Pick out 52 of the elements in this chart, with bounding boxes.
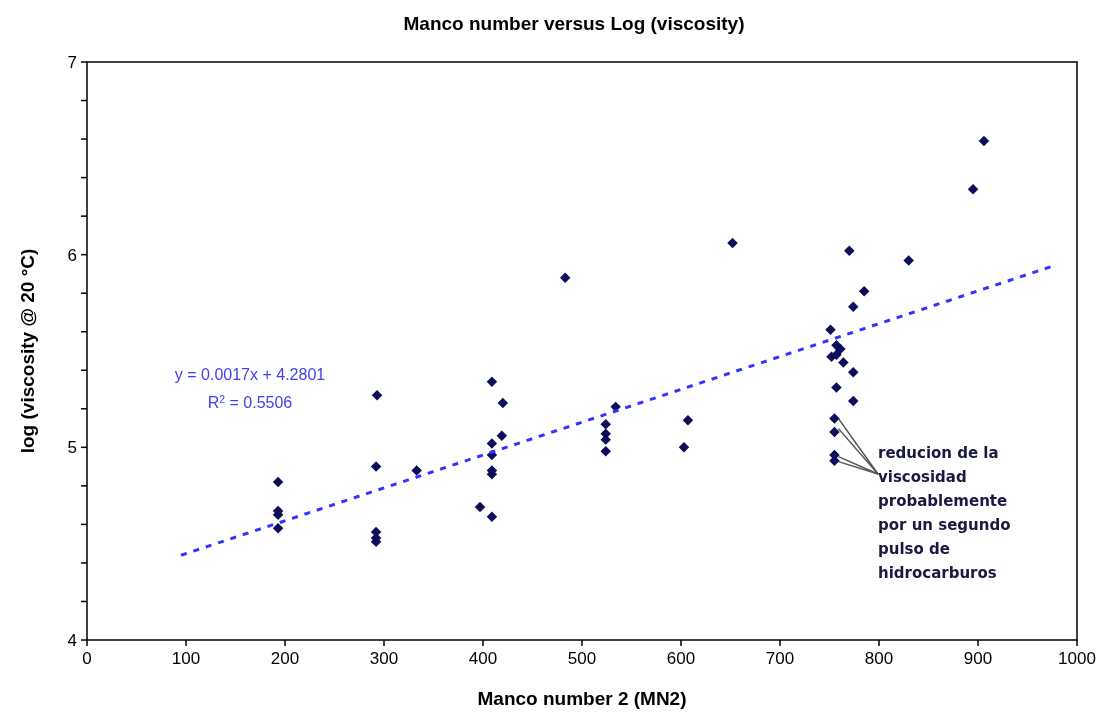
annotation: R$^{2}$ = 0.5506: [207, 393, 293, 411]
point: [831, 382, 842, 393]
y-tick-label: 7: [67, 53, 77, 72]
point: [848, 395, 859, 407]
x-tick-label: 500: [567, 649, 597, 668]
point: [848, 366, 859, 378]
point: [371, 390, 383, 401]
point: [600, 418, 611, 430]
point: [272, 523, 284, 534]
x-tick-label: 800: [864, 649, 894, 668]
point: [370, 461, 382, 472]
annotation: reducion de la viscosidad probablemente por un segundo pulso de hidrocarburos: [878, 444, 1011, 582]
point: [829, 413, 840, 424]
x-tick-label: 600: [666, 649, 696, 668]
point: [903, 255, 914, 266]
point: [486, 376, 498, 388]
point: [496, 430, 508, 442]
point: [967, 183, 979, 195]
point: [272, 476, 284, 488]
x-tick-label: 400: [468, 649, 498, 668]
point: [858, 286, 870, 297]
point: [486, 438, 498, 449]
point: [848, 301, 859, 312]
x-axis-title: Manco number 2 (MN2): [477, 688, 687, 709]
y-tick-label: 4: [67, 631, 77, 650]
point: [825, 324, 836, 336]
y-tick-label: 6: [67, 245, 77, 265]
x-tick-label: 900: [963, 649, 993, 668]
point: [559, 272, 571, 284]
x-tick-label: 700: [765, 649, 795, 668]
point: [678, 442, 690, 453]
y-axis-title: log (viscosity @ 20 °C): [17, 248, 38, 454]
y-tick-label: 5: [67, 438, 77, 458]
x-tick-label: 0: [82, 649, 92, 668]
point: [727, 237, 738, 249]
point: [497, 397, 509, 409]
point: [682, 415, 694, 426]
x-tick-label: 100: [171, 649, 201, 668]
point: [829, 426, 840, 438]
point: [411, 465, 422, 476]
point: [844, 245, 855, 257]
x-tick-label: 300: [369, 649, 399, 668]
point: [600, 445, 611, 457]
point: [835, 343, 846, 355]
point: [838, 357, 849, 368]
x-tick-label: 200: [270, 649, 300, 668]
x-tick-label: 1000: [1058, 649, 1096, 668]
chart-title: Manco number versus Log (viscosity): [403, 13, 745, 34]
point: [474, 501, 486, 513]
annotation: y = 0.0017x + 4.2801: [174, 366, 326, 383]
point: [978, 135, 990, 147]
point: [486, 511, 498, 522]
